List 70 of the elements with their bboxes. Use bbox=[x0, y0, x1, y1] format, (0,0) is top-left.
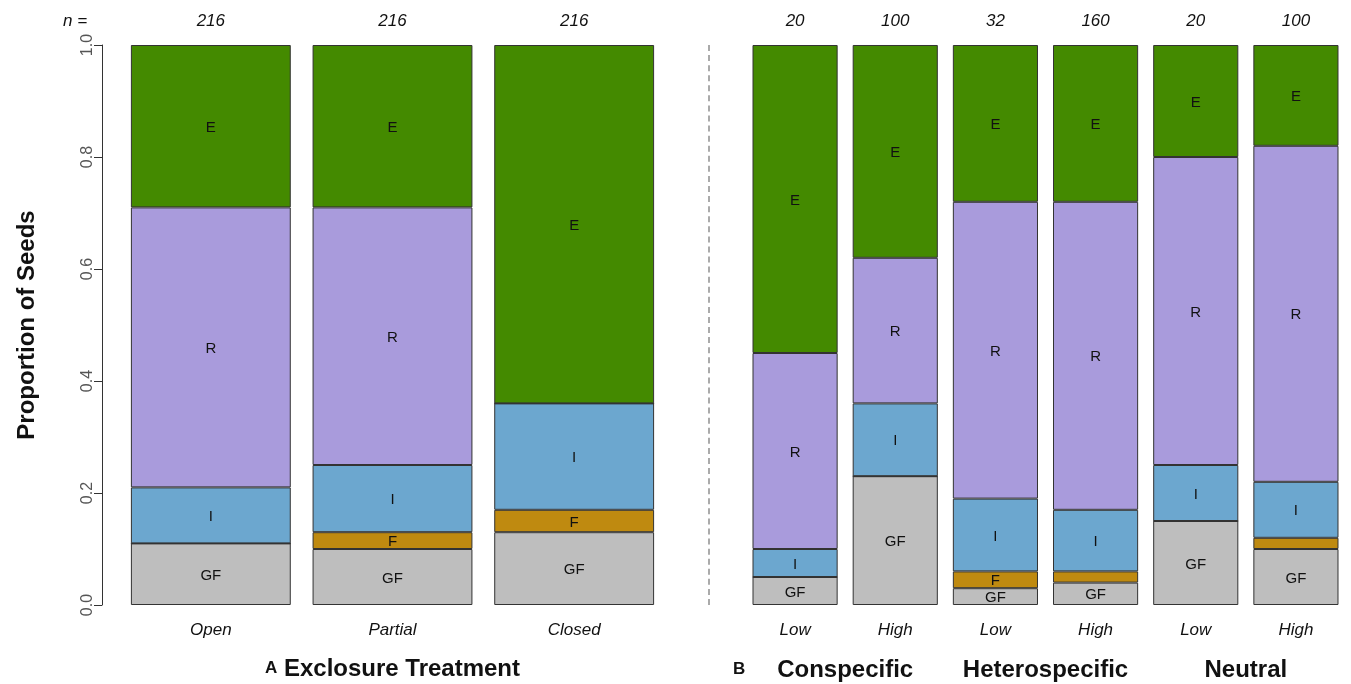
text: 20 bbox=[1185, 10, 1206, 30]
text: A bbox=[264, 657, 278, 677]
text: GF bbox=[563, 560, 585, 578]
text: R bbox=[1290, 305, 1302, 323]
y-tick-label: 1.0 bbox=[77, 33, 95, 57]
series-label: GF bbox=[382, 568, 403, 586]
text: GF bbox=[784, 582, 806, 600]
text: E bbox=[990, 114, 1001, 132]
text: 100 bbox=[881, 10, 910, 30]
text: I bbox=[1193, 484, 1198, 502]
text: 216 bbox=[195, 10, 226, 30]
x-tick-label: Open bbox=[190, 620, 232, 639]
series-label: R bbox=[789, 442, 801, 460]
text: E bbox=[1090, 114, 1101, 132]
x-tick-label: Low bbox=[779, 620, 813, 639]
text: F bbox=[569, 512, 579, 530]
text: I bbox=[390, 490, 395, 508]
text: GF bbox=[1185, 554, 1207, 572]
text: E bbox=[569, 215, 580, 233]
y-tick-label: 0.6 bbox=[77, 257, 95, 281]
series-label: I bbox=[208, 506, 213, 524]
series-label: F bbox=[990, 571, 1000, 589]
x-tick-label: Low bbox=[1180, 620, 1214, 639]
series-label: GF bbox=[984, 588, 1006, 606]
text: GF bbox=[200, 565, 222, 583]
text: Conspecific bbox=[777, 654, 914, 682]
text: I bbox=[1293, 501, 1298, 519]
text: Neutral bbox=[1204, 654, 1288, 682]
text: GF bbox=[1285, 568, 1307, 586]
text: R bbox=[1090, 347, 1102, 365]
text: I bbox=[893, 431, 898, 449]
text: n = bbox=[62, 10, 88, 30]
series-label: R bbox=[205, 338, 217, 356]
y-tick-label: 0.0 bbox=[77, 593, 95, 617]
series-label: I bbox=[793, 554, 798, 572]
text: I bbox=[572, 448, 577, 466]
text: GF bbox=[884, 532, 906, 550]
series-label: E bbox=[790, 190, 801, 208]
x-tick-label: Low bbox=[979, 620, 1013, 639]
text: I bbox=[993, 526, 998, 544]
text: E bbox=[1190, 92, 1201, 110]
text: E bbox=[1290, 86, 1301, 104]
text: 20 bbox=[784, 10, 806, 30]
y-axis-title: Proportion of Seeds bbox=[11, 210, 39, 440]
series-label: E bbox=[205, 117, 216, 135]
text: R bbox=[989, 341, 1001, 359]
text: 216 bbox=[377, 10, 408, 30]
text: I bbox=[1093, 532, 1098, 550]
y-tick-label: 0.4 bbox=[77, 369, 95, 393]
text: R bbox=[387, 327, 398, 345]
text: B bbox=[733, 658, 746, 678]
x-tick-label: Closed bbox=[547, 620, 602, 639]
text: E bbox=[387, 117, 398, 135]
y-tick-label: 0.2 bbox=[77, 481, 95, 505]
text: GF bbox=[1085, 585, 1107, 603]
x-tick-label: Partial bbox=[368, 620, 418, 639]
text: Heterospecific bbox=[962, 654, 1129, 682]
text: 216 bbox=[558, 10, 589, 30]
x-tick-label: High bbox=[877, 620, 913, 639]
text: E bbox=[890, 142, 901, 160]
series-label: F bbox=[387, 532, 398, 550]
y-tick-label: 0.8 bbox=[77, 145, 95, 169]
x-tick-label: High bbox=[1078, 620, 1114, 639]
x-tick-label: High bbox=[1278, 620, 1314, 639]
text: 100 bbox=[1281, 10, 1311, 30]
text: R bbox=[1190, 302, 1202, 320]
text: 32 bbox=[985, 10, 1006, 30]
text: R bbox=[889, 322, 901, 340]
text: 160 bbox=[1081, 10, 1111, 30]
x-axis-title: Exclosure Treatment bbox=[283, 653, 521, 681]
